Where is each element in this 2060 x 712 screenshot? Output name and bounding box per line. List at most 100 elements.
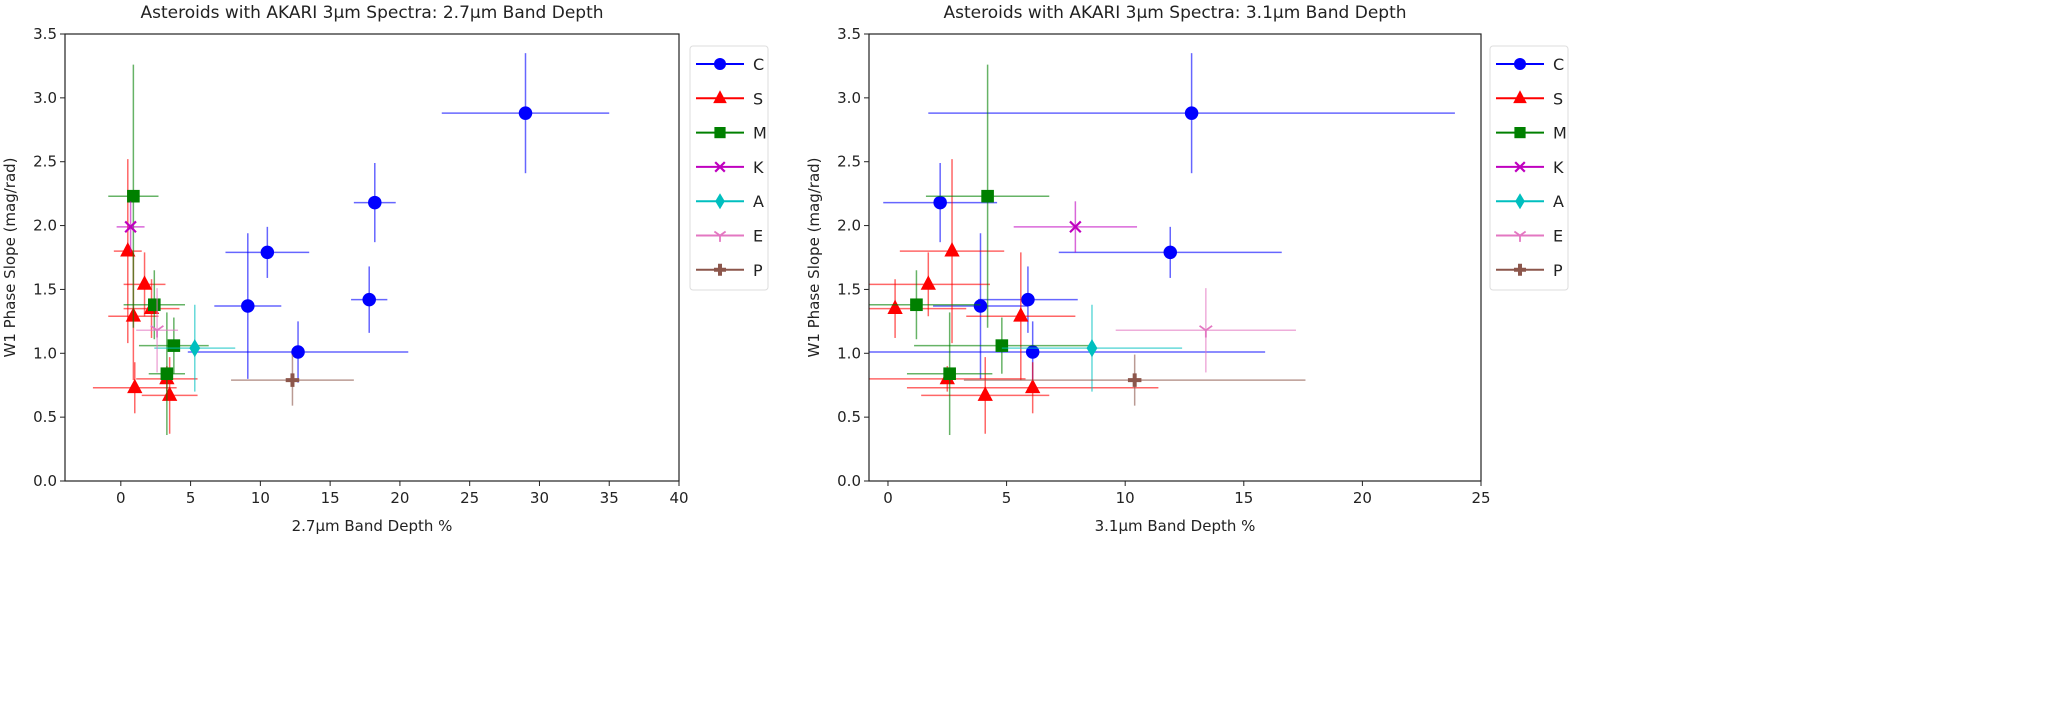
marker-x — [1514, 161, 1526, 173]
marker-circle — [241, 299, 255, 313]
legend-box — [1489, 45, 1569, 291]
legend-label: A — [1553, 192, 1564, 211]
y-tick-label: 3.5 — [33, 25, 57, 43]
series-P — [231, 354, 354, 406]
axes-frame — [868, 33, 1482, 482]
x-tick-label: 20 — [1353, 489, 1372, 507]
data-point-S — [906, 362, 1159, 414]
marker-triangle — [944, 242, 960, 257]
marker-x — [124, 220, 137, 234]
y-axis-label: W1 Phase Slope (mag/rad) — [805, 157, 823, 357]
legend-item-C: C — [696, 55, 764, 74]
y-tick-label: 3.0 — [33, 89, 57, 107]
marker-plus — [285, 373, 300, 387]
marker-circle — [1021, 292, 1035, 307]
marker-circle — [714, 58, 726, 70]
legend-label: E — [753, 227, 763, 246]
marker-triangle — [120, 242, 136, 257]
legend-item-S: S — [696, 89, 763, 108]
data-point-C — [978, 266, 1078, 333]
data-point-A — [154, 304, 236, 392]
marker-tri — [1513, 230, 1527, 242]
legend-item-K: K — [1496, 158, 1564, 177]
series-K — [1013, 201, 1138, 253]
data-point-M — [925, 64, 1050, 328]
series-E — [1115, 288, 1296, 373]
y-tick-label: 0.0 — [837, 472, 861, 490]
axes-frame — [64, 33, 680, 482]
marker-triangle — [1513, 90, 1527, 104]
x-tick-label: 30 — [530, 489, 549, 507]
x-axis-label: 2.7μm Band Depth % — [292, 517, 453, 535]
data-point-A — [1001, 304, 1183, 392]
y-tick-label: 0.5 — [837, 408, 861, 426]
data-point-M — [869, 270, 981, 340]
data-point-S — [92, 362, 177, 414]
data-point-M — [148, 312, 186, 436]
legend-label: P — [1553, 261, 1563, 280]
series-P — [963, 354, 1306, 406]
data-point-S — [113, 159, 142, 344]
data-point-C — [225, 226, 310, 278]
marker-circle — [1184, 106, 1199, 120]
x-tick-label: 10 — [251, 489, 270, 507]
marker-circle — [368, 195, 382, 210]
marker-plus — [1514, 263, 1526, 276]
legend-item-P: P — [696, 261, 763, 280]
data-point-S — [966, 252, 1076, 381]
legend-label: A — [753, 192, 764, 211]
series-K — [116, 201, 145, 253]
data-point-C — [441, 53, 610, 174]
series-E — [136, 288, 179, 373]
marker-tri — [713, 230, 727, 242]
marker-diamond — [1515, 193, 1525, 210]
legend-item-K: K — [696, 158, 764, 177]
data-point-M — [108, 64, 159, 328]
marker-tri — [150, 325, 164, 338]
chart-title: Asteroids with AKARI 3μm Spectra: 2.7μm … — [140, 3, 603, 23]
marker-diamond — [1086, 339, 1098, 358]
x-tick-label: 35 — [600, 489, 619, 507]
marker-triangle — [1025, 378, 1041, 394]
chart-panel-2: Asteroids with AKARI 3μm Spectra: 3.1μm … — [805, 3, 1569, 535]
y-tick-label: 3.5 — [837, 25, 861, 43]
legend-label: M — [1553, 124, 1567, 143]
series-S — [869, 159, 1159, 434]
legend-label: M — [753, 124, 767, 143]
data-point-E — [1115, 288, 1296, 373]
marker-circle — [973, 299, 988, 313]
legend-item-P: P — [1496, 261, 1563, 280]
marker-circle — [260, 245, 275, 260]
marker-square — [1514, 127, 1526, 139]
data-point-C — [187, 321, 409, 383]
x-tick-label: 25 — [460, 489, 479, 507]
legend-item-E: E — [696, 227, 763, 246]
x-tick-label: 15 — [1234, 489, 1253, 507]
data-point-P — [231, 354, 354, 406]
legend-label: K — [753, 158, 764, 177]
legend-label: K — [1553, 158, 1564, 177]
legend-item-E: E — [1496, 227, 1563, 246]
data-point-C — [351, 266, 388, 333]
data-point-S — [123, 252, 166, 317]
x-tick-label: 0 — [116, 489, 126, 507]
legend-label: E — [1553, 227, 1563, 246]
marker-square — [148, 298, 161, 312]
y-tick-label: 1.5 — [33, 280, 57, 298]
data-point-K — [1013, 201, 1138, 253]
marker-plus — [1127, 373, 1142, 387]
y-tick-label: 1.0 — [837, 344, 861, 362]
marker-square — [160, 367, 174, 381]
data-point-C — [1058, 226, 1282, 278]
x-tick-label: 0 — [883, 489, 893, 507]
marker-diamond — [189, 339, 201, 358]
series-A — [1001, 304, 1183, 392]
data-point-C — [928, 53, 1455, 174]
marker-triangle — [887, 299, 903, 314]
legend-item-M: M — [1496, 124, 1567, 143]
chart-panel-1: Asteroids with AKARI 3μm Spectra: 2.7μm … — [1, 3, 769, 535]
marker-square — [127, 189, 140, 203]
marker-plus — [714, 263, 726, 276]
